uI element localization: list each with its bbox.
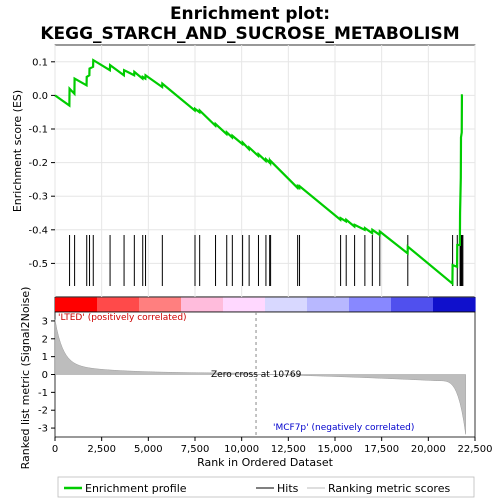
- y-tick-label-bottom-2: 1: [42, 352, 48, 363]
- y-tick-label-top-0: 0.1: [32, 57, 48, 68]
- color-bar-segment-5: [265, 297, 308, 312]
- x-tick-label-7: 17,500: [364, 444, 399, 455]
- y-tick-label-top-4: -0.3: [28, 192, 48, 203]
- legend-metric-label: Ranking metric scores: [328, 482, 450, 495]
- color-bar-segment-0: [55, 297, 98, 312]
- color-bar-segment-8: [391, 297, 434, 312]
- grid: [54, 45, 476, 297]
- x-tick-label-0: 0: [52, 444, 58, 455]
- y-axis-label-top: Enrichment score (ES): [11, 90, 24, 212]
- y-tick-label-bottom-0: 3: [42, 316, 48, 327]
- negative-annotation: 'MCF7p' (negatively correlated): [273, 423, 414, 433]
- x-tick-label-3: 7,500: [181, 444, 210, 455]
- legend-box: [57, 476, 475, 498]
- color-bar-segment-2: [139, 297, 182, 312]
- y-tick-label-top-3: -0.2: [28, 158, 48, 169]
- x-axis-label: Rank in Ordered Dataset: [197, 456, 334, 469]
- y-tick-label-bottom-4: -1: [38, 388, 48, 399]
- chart-title-line1: Enrichment plot:: [170, 4, 330, 24]
- x-tick-label-4: 10,000: [224, 444, 259, 455]
- x-tick-label-2: 5,000: [134, 444, 163, 455]
- y-axis-label-bottom: Ranked list metric (Signal2Noise): [19, 287, 32, 470]
- es-panel: [54, 44, 476, 298]
- x-tick-label-8: 20,000: [411, 444, 446, 455]
- hit-marks: [69, 235, 464, 286]
- y-tick-label-top-1: 0.0: [32, 91, 48, 102]
- x-tick-label-9: 22,500: [458, 444, 493, 455]
- positive-annotation: 'LTED' (positively correlated): [58, 313, 187, 323]
- y-tick-label-bottom-6: -3: [38, 424, 48, 435]
- y-tick-label-top-2: -0.1: [28, 125, 48, 136]
- legend-hits-label: Hits: [277, 482, 299, 495]
- y-tick-label-bottom-3: 0: [42, 370, 48, 381]
- color-bar-segment-1: [97, 297, 140, 312]
- x-tick-label-1: 2,500: [87, 444, 116, 455]
- color-bar-segment-6: [307, 297, 350, 312]
- y-tick-label-top-5: -0.4: [28, 225, 48, 236]
- legend: Enrichment profile Hits Ranking metric s…: [57, 476, 475, 498]
- x-tick-label-5: 12,500: [271, 444, 306, 455]
- color-bar-segment-3: [181, 297, 224, 312]
- color-bar-segment-4: [223, 297, 266, 312]
- y-tick-label-top-6: -0.5: [28, 259, 48, 270]
- es-line: [54, 58, 464, 286]
- es-line-group: [54, 58, 464, 286]
- x-tick-label-6: 15,000: [318, 444, 353, 455]
- legend-es-label: Enrichment profile: [85, 482, 187, 495]
- y-tick-label-bottom-5: -2: [38, 406, 48, 417]
- rank-color-bar: [55, 297, 476, 312]
- axes: 0.1 0.0 -0.1 -0.2 -0.3 -0.4 -0.5 3 2 1 0 -1 -2 -3 0 2,5…: [28, 57, 492, 455]
- chart-title-line2: KEGG_STARCH_AND_SUCROSE_METABOLISM: [40, 24, 459, 44]
- metric-area: [54, 312, 466, 437]
- y-tick-label-bottom-1: 2: [42, 334, 48, 345]
- zero-cross-annotation: Zero cross at 10769: [211, 370, 302, 380]
- color-bar-segment-9: [433, 297, 476, 312]
- color-bar-segment-7: [349, 297, 392, 312]
- metric-area-path: [54, 319, 466, 435]
